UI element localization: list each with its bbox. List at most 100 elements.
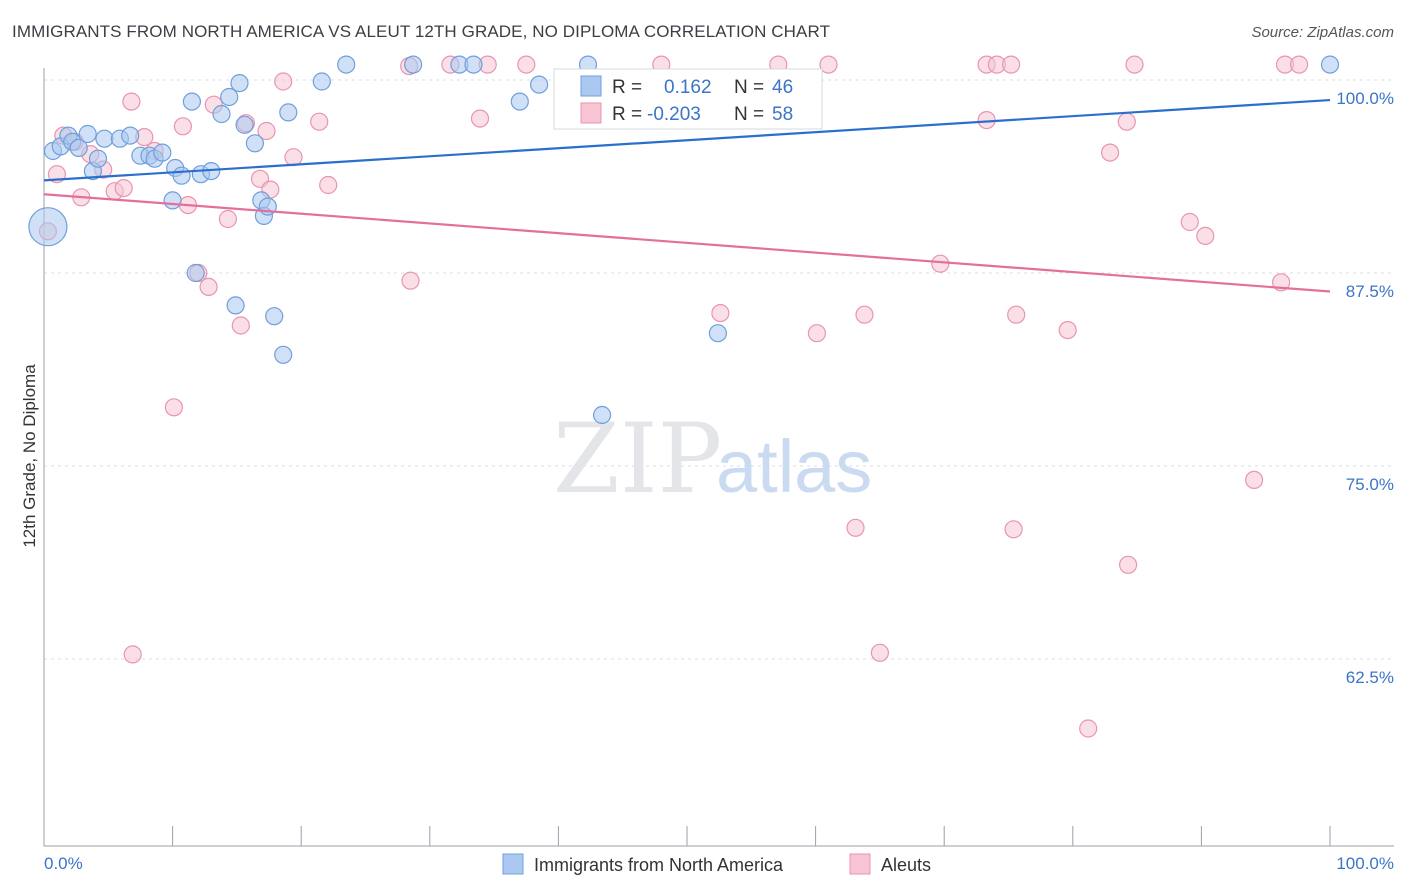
pink-point-26	[284, 148, 303, 167]
blue-point-36	[337, 55, 356, 74]
watermark: ZIP atlas	[553, 403, 872, 515]
pink-point-51	[1079, 719, 1098, 738]
blue-point-11	[121, 126, 140, 145]
pink-point-61	[1289, 55, 1309, 74]
pink-point-49	[1007, 305, 1026, 324]
trend-line-aleuts	[43, 193, 1331, 293]
pink-point-54	[1118, 555, 1138, 574]
trend-line-immigrants	[43, 98, 1331, 182]
pink-point-58	[1244, 470, 1264, 489]
y-tick-label-0: 100.0%	[1336, 89, 1394, 108]
stats-pink-n-value: 58	[772, 104, 793, 125]
pink-point-23	[257, 121, 276, 141]
blue-point-20	[186, 263, 205, 283]
pink-point-43	[931, 254, 950, 273]
blue-point-44	[708, 324, 728, 343]
pink-point-10	[123, 645, 142, 664]
pink-point-42	[870, 643, 890, 662]
stats-pink-r-value: -0.203	[647, 104, 701, 125]
blue-point-16	[163, 191, 182, 210]
blue-point-27	[235, 115, 254, 134]
pink-point-25	[274, 72, 293, 91]
stats-blue-r-label: R =	[612, 77, 642, 98]
pink-point-27	[310, 112, 329, 131]
blue-point-33	[274, 345, 293, 364]
blue-point-18	[172, 166, 191, 185]
stats-blue-n-value: 46	[772, 77, 793, 98]
blue-point-28	[245, 134, 264, 153]
pink-point-40	[846, 518, 865, 537]
pink-point-57	[1196, 226, 1215, 245]
x-tick-label-max: 100.0%	[1336, 854, 1394, 873]
pink-point-13	[164, 398, 183, 417]
pink-point-8	[114, 179, 133, 198]
pink-point-38	[807, 324, 827, 343]
pink-point-55	[1125, 55, 1144, 74]
pink-point-39	[819, 55, 838, 74]
blue-point-0	[28, 207, 68, 247]
pink-point-36	[711, 304, 730, 323]
blue-point-40	[510, 92, 529, 111]
stats-blue-n-label: N =	[734, 77, 764, 98]
blue-point-32	[265, 307, 284, 326]
y-tick-label-2: 75.0%	[1346, 475, 1394, 494]
blue-point-23	[212, 104, 231, 124]
stats-legend-box: R = 0.162 N = 46 R = -0.203 N = 58	[553, 68, 823, 130]
legend-pink-label[interactable]: Aleuts	[881, 855, 931, 875]
blue-point-37	[404, 55, 423, 74]
stats-pink-n-label: N =	[734, 104, 764, 125]
watermark-zip: ZIP	[553, 403, 722, 515]
immigrants-points	[28, 55, 1340, 425]
pink-point-52	[1100, 143, 1120, 162]
legend-pink-swatch[interactable]	[849, 853, 871, 875]
tick-labels: 100.0% 87.5% 75.0% 62.5% 0.0% 100.0%	[44, 89, 1394, 873]
trend-lines	[43, 98, 1331, 293]
pink-point-41	[855, 305, 874, 324]
y-tick-label-3: 62.5%	[1346, 668, 1394, 687]
stats-blue-swatch	[580, 75, 602, 97]
blue-point-9	[95, 129, 114, 148]
pink-point-48	[1004, 520, 1023, 539]
stats-blue-r-value: 0.162	[664, 77, 712, 98]
pink-point-30	[401, 271, 420, 290]
blue-point-15	[153, 143, 172, 162]
blue-point-6	[78, 124, 97, 144]
pink-point-53	[1117, 112, 1136, 131]
blue-point-5	[69, 138, 88, 157]
pink-point-56	[1180, 212, 1199, 232]
pink-point-28	[319, 175, 338, 195]
y-tick-label-1: 87.5%	[1346, 282, 1394, 301]
aleuts-points	[38, 55, 1309, 738]
blue-point-45	[1320, 55, 1340, 74]
blue-point-25	[226, 296, 245, 315]
y-axis-title: 12th Grade, No Diploma	[20, 364, 39, 548]
legend-blue-swatch[interactable]	[502, 853, 524, 875]
stats-pink-r-label: R =	[612, 104, 642, 125]
pink-point-14	[173, 117, 192, 136]
pink-point-50	[1058, 321, 1077, 340]
blue-point-19	[182, 92, 201, 111]
blue-point-8	[88, 149, 108, 168]
axis-layer	[43, 68, 1394, 847]
pink-point-9	[122, 92, 141, 111]
x-tick-label-min: 0.0%	[44, 854, 83, 873]
legend-blue-label[interactable]: Immigrants from North America	[534, 855, 784, 875]
blue-point-43	[592, 405, 612, 425]
pink-point-19	[218, 209, 237, 229]
stats-pink-swatch	[580, 102, 602, 124]
pink-point-32	[470, 109, 490, 128]
blue-point-35	[312, 72, 331, 91]
blue-point-24	[220, 87, 239, 107]
blue-point-34	[279, 103, 298, 122]
blue-point-39	[464, 55, 483, 74]
watermark-atlas: atlas	[716, 425, 872, 508]
pink-point-20	[231, 316, 250, 335]
chart-title: IMMIGRANTS FROM NORTH AMERICA VS ALEUT 1…	[12, 22, 831, 41]
bottom-legend: Immigrants from North America Aleuts	[502, 853, 931, 875]
pink-point-47	[1001, 55, 1021, 74]
blue-point-26	[230, 73, 249, 93]
pink-point-34	[517, 55, 536, 74]
chart-source: Source: ZipAtlas.com	[1251, 24, 1394, 41]
pink-point-17	[199, 277, 218, 296]
